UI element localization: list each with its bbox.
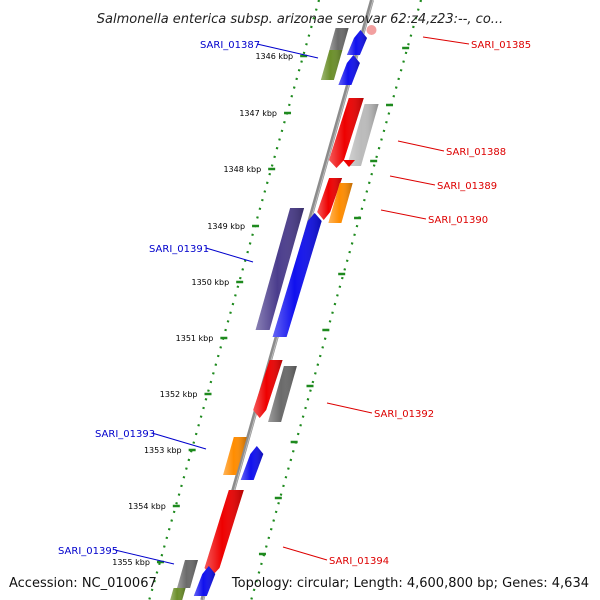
gene-feature-shading [329, 98, 364, 168]
leader-line [397, 140, 445, 152]
gene-label-left[interactable]: SARI_01391 [149, 244, 209, 255]
gene-feature-shading [170, 588, 186, 600]
genome-summary: Topology: circular; Length: 4,600,800 bp… [231, 576, 589, 591]
tick-label: 1351 kbp [176, 334, 214, 343]
gene-label-left[interactable]: SARI_01393 [95, 429, 155, 440]
gene-feature [343, 160, 355, 167]
gene-feature-shading [253, 360, 283, 418]
gene-label-right[interactable]: SARI_01389 [437, 181, 497, 192]
tick-label: 1346 kbp [255, 52, 293, 61]
gene-feature-shading [223, 437, 247, 475]
gene-feature-shading [317, 178, 343, 220]
gene-label-right[interactable]: SARI_01390 [428, 215, 488, 226]
gene-feature-shading [272, 213, 322, 337]
gene-feature-shading [338, 55, 360, 85]
gene-feature-shading [240, 446, 264, 480]
leader-line [389, 175, 436, 186]
leader-line [326, 402, 373, 414]
gene-feature-shading [328, 183, 353, 223]
accession-label: Accession: NC_010067 [9, 576, 157, 591]
leader-line [256, 43, 319, 59]
gene-feature-shading [177, 560, 198, 588]
tick-label: 1353 kbp [144, 446, 182, 455]
leader-line [205, 247, 254, 263]
gene-label-right[interactable]: SARI_01385 [471, 40, 531, 51]
gene-feature-shading [268, 366, 297, 422]
gene-label-right[interactable]: SARI_01392 [374, 409, 434, 420]
gene-feature [366, 25, 377, 35]
leader-line [114, 549, 175, 565]
gene-feature-shading [320, 50, 343, 80]
label-leaders: SARI_01387 SARI_01391 SARI_01393 SARI_01395… [58, 36, 531, 567]
leader-line [422, 36, 470, 45]
tick-label: 1349 kbp [207, 222, 245, 231]
gene-label-left[interactable]: SARI_01395 [58, 546, 118, 557]
gene-label-left[interactable]: SARI_01387 [200, 40, 260, 51]
gene-feature-shading [346, 30, 367, 55]
tick-marks: 1346 kbp 1347 kbp 1348 kbp 1349 kbp 1350 kbp… [112, 46, 410, 567]
gene-label-right[interactable]: SARI_01394 [329, 556, 389, 567]
gene-label-right[interactable]: SARI_01388 [446, 147, 506, 158]
leader-line [282, 546, 328, 561]
gene-feature-shading [347, 104, 379, 166]
gene-feature-shading [193, 566, 216, 596]
gene-features [170, 25, 379, 600]
gene-feature-shading [204, 490, 244, 576]
tick-label: 1348 kbp [223, 165, 261, 174]
leader-line [380, 209, 427, 220]
tick-label: 1350 kbp [191, 278, 229, 287]
gene-feature-shading [329, 28, 349, 50]
tick-label: 1355 kbp [112, 558, 150, 567]
tick-label: 1352 kbp [160, 390, 198, 399]
map-title: Salmonella enterica subsp. arizonae sero… [97, 12, 503, 27]
gene-feature-shading [255, 208, 305, 330]
leader-line [151, 432, 207, 450]
tick-label: 1347 kbp [239, 109, 277, 118]
tick-label: 1354 kbp [128, 502, 166, 511]
